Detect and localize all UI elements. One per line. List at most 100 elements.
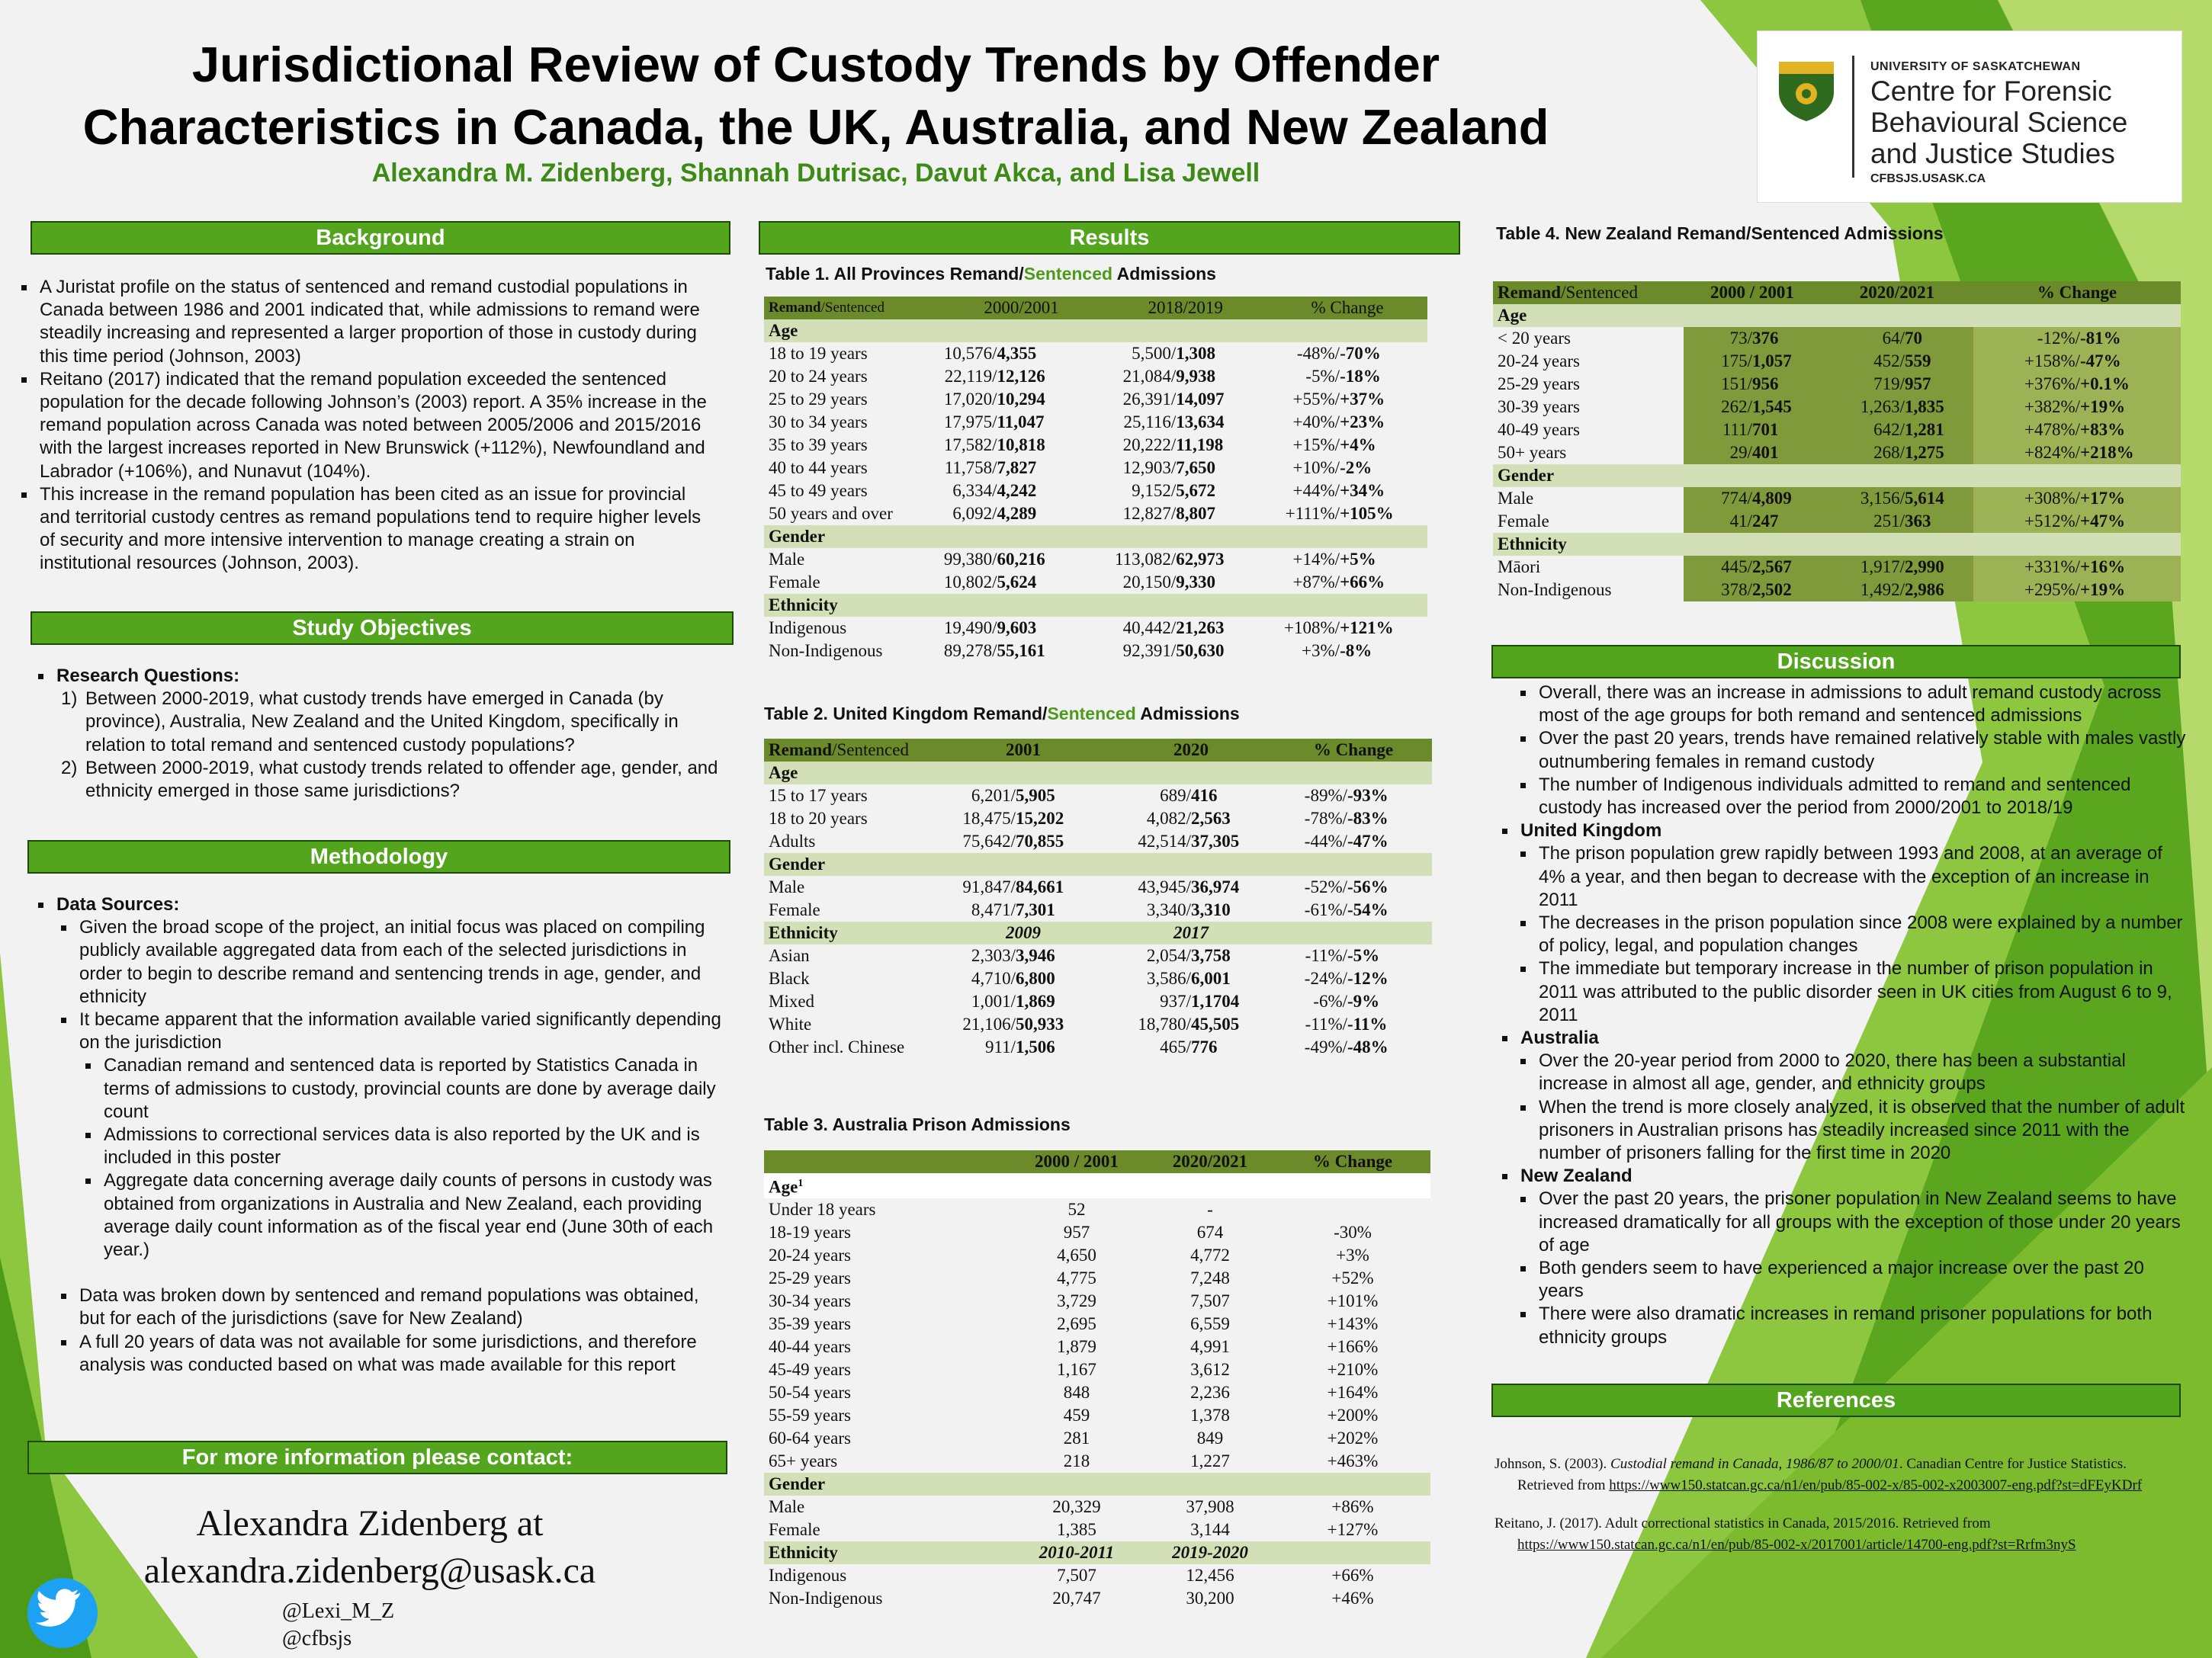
table-section-row: Ethnicity [1493, 533, 2181, 556]
table-value: 3,612 [1190, 1359, 1230, 1379]
table-row: Non-Indigenous 20,747 30,200 +46% [764, 1587, 1430, 1610]
sentenced-value: 2,990 [1905, 556, 1973, 579]
discussion-subheading-new-zealand: New Zealand [1498, 1165, 2191, 1188]
row-label: 40 to 44 years [769, 458, 868, 477]
table-header: 2018/2019 [1103, 297, 1268, 319]
table-row: 55-59 years 459 1,378 +200% [764, 1404, 1430, 1427]
remand-value: -48%/ [1296, 344, 1340, 363]
twitter-handle[interactable]: @Lexi_M_Z [282, 1599, 395, 1623]
table-header: % Change [1275, 1150, 1430, 1173]
row-label: 55-59 years [769, 1405, 851, 1425]
table-value: 459 [1063, 1405, 1090, 1425]
table-row: Female 8,471/7,301 3,340/3,310 -61%/-54% [764, 899, 1432, 922]
sentenced-value: +17% [2080, 487, 2181, 510]
table-row: 45 to 49 years 6,334/4,242 9,152/5,672 +44%… [764, 479, 1427, 502]
row-label: Non-Indigenous [769, 641, 883, 660]
remand-value: 10,576/ [943, 344, 997, 363]
sentenced-value: 1,869 [1016, 992, 1055, 1011]
sentenced-value: -54% [1347, 900, 1389, 919]
table-section-label: Gender [764, 525, 1427, 548]
remand-value: 73/ [1684, 327, 1752, 350]
remand-value: 11,758/ [944, 458, 997, 477]
table-value: +143% [1327, 1313, 1379, 1333]
methodology-point: A full 20 years of data was not availabl… [56, 1331, 727, 1377]
table2-uk: Remand/Sentenced 2001 2020 % Change Age 1… [764, 739, 1432, 1059]
row-label: 25-29 years [1498, 374, 1580, 393]
background-list: A Juristat profile on the status of sent… [17, 276, 718, 576]
reference-link[interactable]: https://www150.statcan.gc.ca/n1/en/pub/8… [1609, 1477, 2143, 1493]
table-value: 4,991 [1190, 1336, 1230, 1356]
remand-value: -52%/ [1304, 877, 1347, 896]
sentenced-value: 84,661 [1016, 877, 1064, 896]
sentenced-value: +66% [1340, 572, 1385, 592]
sentenced-value: 5,624 [997, 572, 1037, 592]
remand-value: 3,340/ [1146, 900, 1191, 919]
methodology-subpoint: Canadian remand and sentenced data is re… [81, 1054, 727, 1124]
table1-caption: Table 1. All Provinces Remand/Sentenced … [766, 264, 1216, 284]
sentenced-value: -93% [1347, 786, 1389, 805]
row-label: White [769, 1015, 812, 1034]
remand-value: +308%/ [1973, 487, 2080, 510]
remand-value: 43,945/ [1138, 877, 1191, 896]
table-year-label: 2017 [1107, 922, 1275, 944]
sentenced-value: 9,330 [1176, 572, 1215, 592]
discussion-point: The decreases in the prison population s… [1516, 912, 2191, 957]
sentenced-value: 13,634 [1176, 412, 1225, 431]
table-section-row: Gender [764, 525, 1427, 548]
remand-value: 42,514/ [1138, 832, 1191, 851]
university-crest-icon [1779, 62, 1834, 121]
table-value: 1,227 [1190, 1451, 1230, 1470]
row-label: 40-44 years [769, 1336, 851, 1356]
sentenced-value: +105% [1340, 504, 1394, 523]
table-value: +101% [1327, 1291, 1379, 1310]
remand-value: 40,442/ [1122, 618, 1177, 637]
table-value: 4,772 [1190, 1245, 1230, 1265]
sentenced-value: 21,263 [1176, 618, 1225, 637]
table-row: White 21,106/50,933 18,780/45,505 -11%/-11% [764, 1013, 1432, 1036]
sentenced-value: -56% [1347, 877, 1389, 896]
row-label: < 20 years [1498, 329, 1571, 348]
sentenced-value: 8,807 [1176, 504, 1215, 523]
table-value: 1,879 [1057, 1336, 1096, 1356]
twitter-bird-icon[interactable] [27, 1578, 98, 1648]
row-label: 50+ years [1498, 443, 1567, 462]
sentenced-value: 4,242 [997, 481, 1037, 500]
methodology-point: Data was broken down by sentenced and re… [56, 1284, 727, 1330]
table-value: 7,507 [1057, 1565, 1096, 1585]
remand-value: 4,710/ [971, 969, 1016, 988]
row-label: Female [769, 1519, 820, 1539]
reference-link[interactable]: https://www150.statcan.gc.ca/n1/en/pub/8… [1517, 1537, 2076, 1553]
twitter-handle[interactable]: @cfbsjs [282, 1627, 352, 1650]
table-value: 20,747 [1052, 1588, 1101, 1608]
discussion-point: There were also dramatic increases in re… [1516, 1303, 2191, 1349]
discussion-point: The immediate but temporary increase in … [1516, 957, 2191, 1027]
sentenced-value: 247 [1752, 510, 1821, 533]
table-header: Remand/Sentenced [1493, 281, 1684, 304]
table-value: 20,329 [1052, 1496, 1101, 1516]
row-label: 60-64 years [769, 1428, 851, 1448]
contact-email[interactable]: alexandra.zidenberg@usask.ca [143, 1551, 596, 1591]
row-label: Male [1498, 489, 1534, 508]
table-cell [1275, 922, 1432, 944]
remand-value: 2,303/ [971, 946, 1016, 965]
row-label: 25-29 years [769, 1268, 851, 1288]
remand-value: +15%/ [1292, 435, 1340, 454]
sentenced-value: 1,506 [1016, 1037, 1055, 1057]
contact-name: Alexandra Zidenberg at [196, 1503, 544, 1544]
sentenced-value: 70,855 [1016, 832, 1064, 851]
row-label: Non-Indigenous [1498, 580, 1612, 599]
centre-url[interactable]: CFBSJS.USASK.CA [1870, 172, 1986, 185]
remand-value: 175/ [1684, 350, 1752, 373]
table-value: 4,650 [1057, 1245, 1096, 1265]
table-section-row: Age [764, 319, 1427, 342]
remand-value: 1,492/ [1821, 579, 1905, 601]
remand-value: +512%/ [1973, 510, 2080, 533]
row-label: Other incl. Chinese [769, 1037, 905, 1057]
remand-value: 3,586/ [1146, 969, 1191, 988]
row-label: 18 to 20 years [769, 809, 868, 828]
table-row: Male 99,380/60,216 113,082/62,973 +14%/+5% [764, 548, 1427, 571]
row-label: Non-Indigenous [769, 1588, 883, 1608]
sentenced-value: +19% [2080, 396, 2181, 419]
sentenced-value: 956 [1752, 373, 1821, 396]
remand-value: 20,150/ [1122, 572, 1177, 592]
